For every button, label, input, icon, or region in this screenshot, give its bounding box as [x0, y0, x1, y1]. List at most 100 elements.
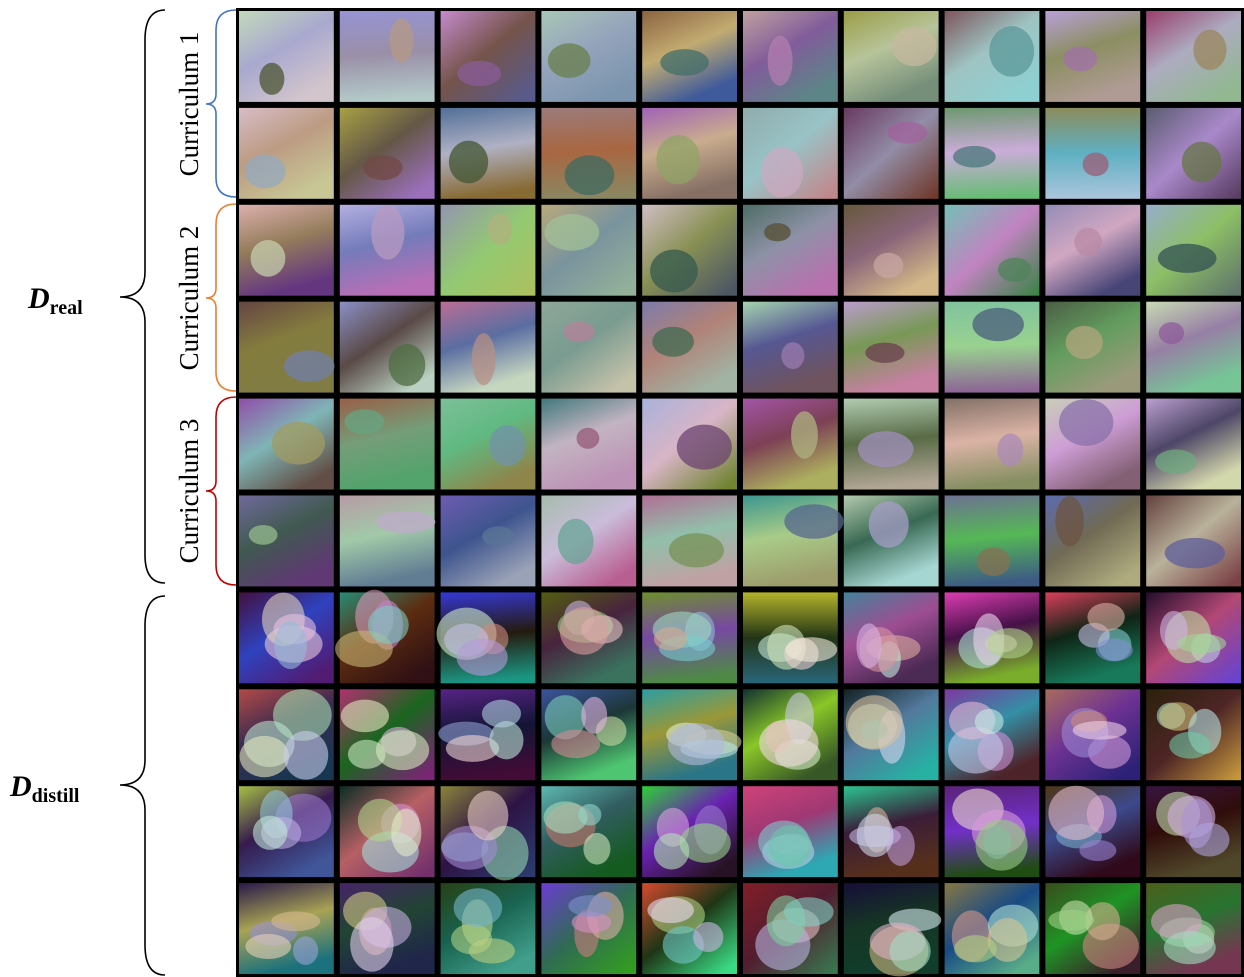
real-image [1146, 204, 1241, 296]
real-image [743, 11, 838, 102]
distilled-image [339, 786, 435, 878]
distilled-image [843, 883, 942, 977]
distilled-image [743, 689, 838, 781]
real-image [541, 11, 637, 102]
distilled-image [335, 589, 435, 684]
real-image [1146, 107, 1241, 199]
distilled-image [743, 883, 838, 974]
real-image [1045, 11, 1141, 102]
real-image [339, 107, 435, 199]
real-image [944, 495, 1040, 587]
distilled-image [843, 592, 939, 684]
distilled-image [438, 689, 536, 781]
distilled-image [642, 786, 737, 878]
real-image [843, 204, 939, 296]
curriculum-bracket [205, 9, 237, 198]
real-image [1045, 107, 1141, 199]
distilled-image [1045, 592, 1141, 684]
real-image [1146, 398, 1241, 490]
real-image [1045, 301, 1141, 393]
real-image [440, 301, 536, 393]
distilled-image [1146, 689, 1241, 781]
label-sub: real [50, 297, 83, 319]
distilled-image [944, 883, 1040, 974]
real-image [843, 11, 939, 102]
curriculum-bracket [205, 396, 237, 586]
distilled-image [1045, 689, 1141, 781]
label-distill: Ddistill [9, 770, 80, 807]
real-image [944, 398, 1040, 490]
distilled-image [339, 689, 435, 781]
distilled-image [239, 592, 334, 684]
real-image [642, 301, 737, 393]
real-image [239, 107, 334, 199]
real-image [541, 495, 637, 587]
curriculum-bracket [205, 203, 237, 392]
real-image [239, 11, 334, 102]
distilled-image [944, 592, 1040, 684]
distilled-image [436, 592, 536, 684]
real-image [743, 107, 838, 199]
distilled-image [541, 883, 637, 974]
curriculum-label: Curriculum 3 [174, 419, 204, 564]
label-real: Dreal [27, 282, 83, 319]
brace-real [119, 9, 166, 584]
distilled-image [239, 689, 334, 781]
real-image [541, 204, 637, 296]
real-image [843, 398, 939, 490]
distilled-image [541, 689, 637, 781]
distilled-image [642, 883, 737, 974]
real-image [239, 495, 334, 587]
distilled-image [843, 689, 939, 781]
distilled-image [1045, 785, 1141, 878]
real-image [642, 204, 737, 296]
distilled-image [944, 786, 1040, 878]
real-image [541, 107, 637, 199]
real-image [944, 107, 1040, 199]
distilled-image [743, 786, 838, 878]
real-image [944, 204, 1040, 296]
real-image [642, 11, 737, 102]
label-sub: distill [32, 785, 80, 807]
distilled-image [339, 883, 435, 974]
brace-distill [119, 595, 166, 976]
distilled-image [743, 592, 838, 684]
real-image [339, 204, 435, 296]
distilled-image [1045, 883, 1141, 974]
real-image [1146, 495, 1241, 587]
real-image [440, 204, 536, 296]
real-image [239, 398, 334, 490]
real-image [339, 398, 435, 490]
real-image [440, 398, 536, 490]
distilled-image [944, 689, 1040, 781]
real-image [440, 11, 536, 102]
distilled-image [541, 592, 637, 684]
real-image [239, 301, 335, 393]
real-image [743, 301, 838, 393]
real-image [339, 301, 435, 393]
distilled-image [1146, 786, 1241, 878]
label-main: D [9, 770, 32, 803]
distilled-image [1146, 592, 1241, 684]
real-image [339, 11, 435, 102]
real-image [843, 495, 939, 587]
real-image [642, 107, 737, 199]
distilled-image [440, 786, 536, 881]
curriculum-label: Curriculum 2 [174, 226, 204, 371]
curriculum-label: Curriculum 1 [174, 32, 204, 177]
real-image [944, 301, 1040, 393]
distilled-image [541, 786, 637, 878]
real-image [743, 398, 838, 490]
real-image [239, 204, 334, 296]
real-image [743, 204, 838, 296]
real-image [541, 301, 637, 393]
real-image [1045, 495, 1141, 587]
real-image [1045, 398, 1141, 490]
distilled-image [642, 592, 737, 684]
distilled-image [642, 689, 742, 781]
real-image [339, 495, 436, 587]
real-image [642, 398, 737, 490]
distilled-image [1146, 883, 1241, 974]
distilled-image [239, 786, 334, 878]
